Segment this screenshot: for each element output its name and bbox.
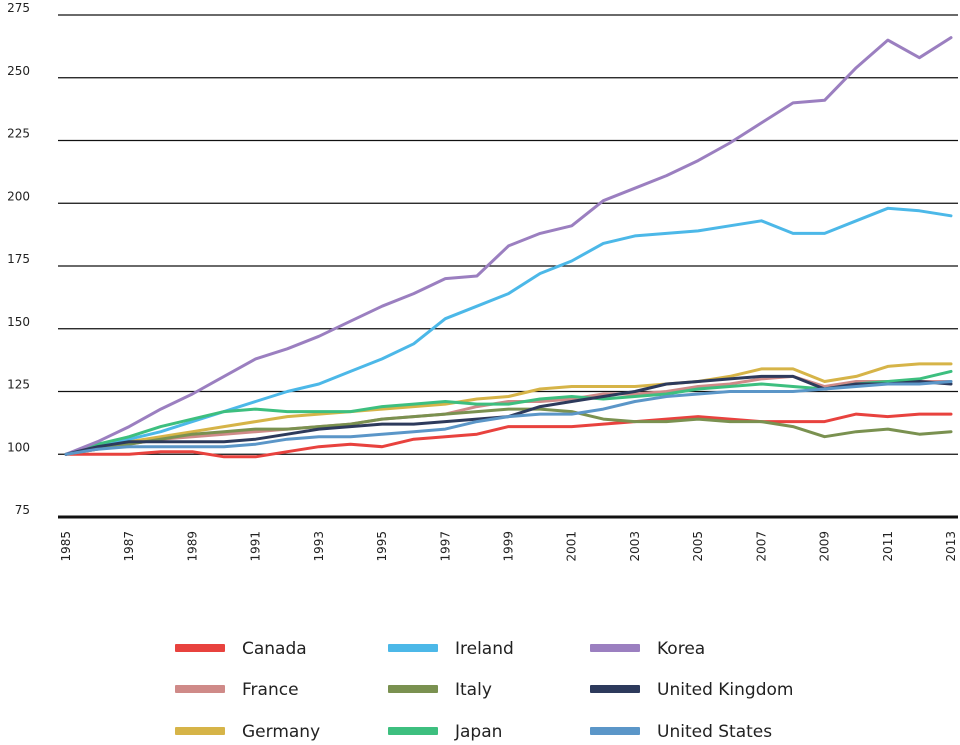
y-tick-label: 175 xyxy=(7,252,30,266)
legend-item-canada: Canada xyxy=(175,639,307,659)
y-tick-label: 200 xyxy=(7,189,30,203)
y-tick-label: 275 xyxy=(7,1,30,15)
y-tick-label: 150 xyxy=(7,315,30,329)
legend-label: Italy xyxy=(455,680,492,700)
x-tick-label: 1989 xyxy=(185,531,199,562)
x-axis-ticks: 1985 1987 1989 1991 1993 1995 1997 1999 2001 2003… xyxy=(59,531,958,562)
legend-item-united-states: United States xyxy=(590,722,772,742)
legend-swatch xyxy=(388,727,438,735)
y-tick-label: 75 xyxy=(15,503,30,517)
x-tick-label: 2009 xyxy=(818,531,832,562)
legend-item-france: France xyxy=(175,680,299,700)
legend-swatch xyxy=(175,727,225,735)
legend-item-japan: Japan xyxy=(388,722,502,742)
x-tick-label: 1985 xyxy=(59,531,73,562)
x-tick-label: 2007 xyxy=(754,531,768,562)
series-line-united-states xyxy=(64,380,953,456)
x-tick-label: 2013 xyxy=(944,531,958,562)
legend-label: Ireland xyxy=(455,639,514,659)
legend-item-germany: Germany xyxy=(175,722,320,742)
y-axis-ticks: 75 100 125 150 175 200 225 250 275 xyxy=(7,1,30,517)
legend-swatch xyxy=(590,727,640,735)
y-tick-label: 125 xyxy=(7,378,30,392)
legend-label: Japan xyxy=(454,722,502,742)
x-tick-label: 1991 xyxy=(249,531,263,562)
legend-item-korea: Korea xyxy=(590,639,705,659)
legend-label: United Kingdom xyxy=(657,680,793,700)
x-tick-label: 2003 xyxy=(628,531,642,562)
legend-label: Korea xyxy=(657,639,705,659)
series-line-japan xyxy=(64,369,953,456)
x-tick-label: 2011 xyxy=(881,531,895,562)
series-line-germany xyxy=(64,362,953,456)
x-tick-label: 2005 xyxy=(691,531,705,562)
legend: Canada France Germany Ireland Italy Japan Kore… xyxy=(175,639,793,742)
x-tick-label: 1995 xyxy=(375,531,389,562)
legend-swatch xyxy=(590,644,640,652)
legend-swatch xyxy=(175,685,225,693)
series-line-canada xyxy=(64,412,953,459)
legend-item-united-kingdom: United Kingdom xyxy=(590,680,793,700)
x-tick-label: 1987 xyxy=(122,531,136,562)
x-tick-label: 1999 xyxy=(502,531,516,562)
y-tick-label: 250 xyxy=(7,64,30,78)
legend-item-italy: Italy xyxy=(388,680,492,700)
y-tick-label: 225 xyxy=(7,127,30,141)
series-line-italy xyxy=(64,407,953,456)
legend-swatch xyxy=(388,685,438,693)
legend-swatch xyxy=(590,685,640,693)
series-lines xyxy=(64,36,953,459)
x-tick-label: 1993 xyxy=(312,531,326,562)
x-tick-label: 2001 xyxy=(565,531,579,562)
legend-swatch xyxy=(388,644,438,652)
legend-label: Germany xyxy=(242,722,320,742)
legend-item-ireland: Ireland xyxy=(388,639,514,659)
legend-label: France xyxy=(242,680,299,700)
series-line-korea xyxy=(64,36,953,456)
y-tick-label: 100 xyxy=(7,440,30,454)
legend-swatch xyxy=(175,644,225,652)
legend-label: Canada xyxy=(242,639,307,659)
legend-label: United States xyxy=(657,722,772,742)
x-tick-label: 1997 xyxy=(438,531,452,562)
